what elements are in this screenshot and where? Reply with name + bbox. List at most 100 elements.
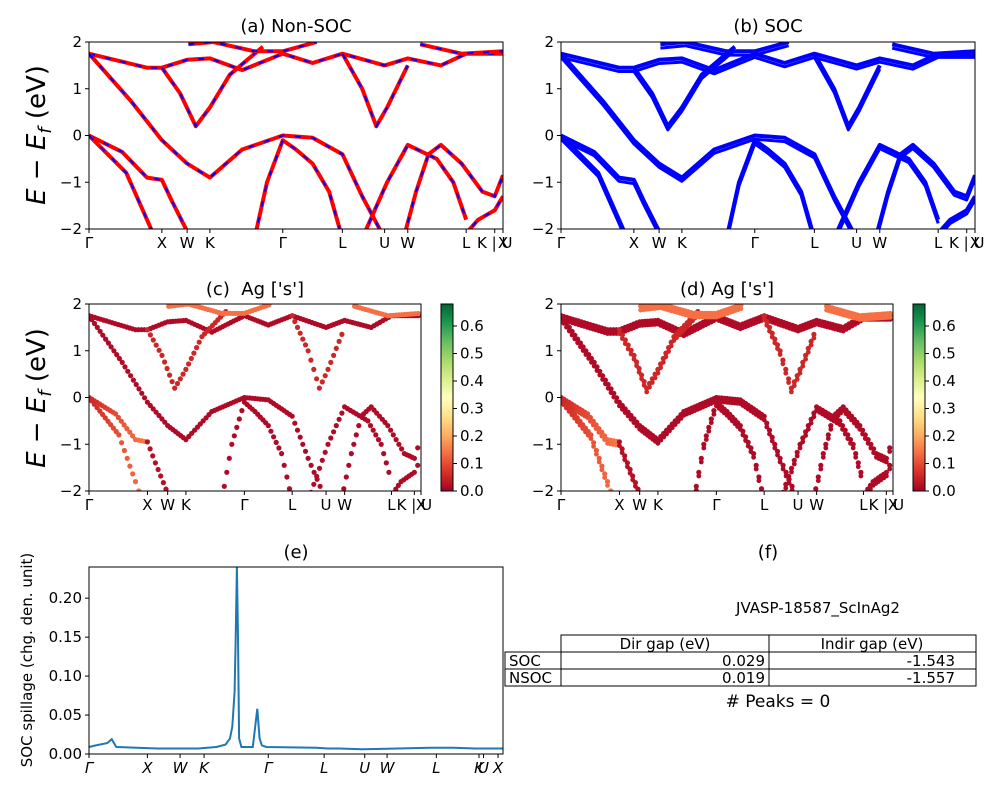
band-point (887, 445, 893, 451)
band-point (805, 345, 811, 351)
ytick-label: 2 (72, 295, 82, 313)
band-point (596, 459, 602, 465)
band-point (789, 483, 795, 489)
band-point (780, 357, 786, 363)
panel-b-bands (561, 42, 975, 229)
band-point (887, 314, 893, 320)
band-point (163, 486, 169, 491)
colorbar-tick-label: 0.5 (460, 345, 484, 363)
band-point (797, 366, 803, 372)
band-point (853, 451, 859, 457)
xtick-label: Γ (85, 496, 94, 514)
xtick-label: X (498, 234, 508, 252)
band-point (847, 437, 854, 443)
band-point (124, 455, 130, 461)
panel-a-bands (89, 42, 503, 229)
band-point (611, 390, 617, 396)
table-caption: JVASP-18587_ScInAg2 (735, 599, 900, 618)
xtick-label: K | U (397, 496, 432, 514)
band-point (586, 352, 592, 358)
band-point (119, 359, 125, 365)
band-point (177, 376, 183, 382)
band-point (234, 424, 240, 430)
band-point (887, 466, 893, 472)
band-line-soc (660, 42, 790, 54)
band-point (605, 381, 611, 388)
xtick-label: X (157, 234, 167, 252)
band-point (89, 313, 92, 319)
band-line-nsoc-dashed (89, 134, 188, 229)
band-point (158, 473, 164, 479)
ytick-label: 0.00 (49, 745, 82, 763)
band-point (661, 434, 667, 440)
band-point (378, 441, 384, 447)
ytick-label: −1 (60, 435, 82, 453)
band-point (325, 366, 331, 372)
ytick-label: −2 (532, 220, 554, 238)
band-point (660, 359, 666, 365)
band-point (605, 483, 610, 488)
band-point (395, 482, 401, 488)
band-point (302, 342, 309, 348)
band-point (672, 422, 678, 427)
band-point (415, 445, 421, 451)
band-point (108, 344, 114, 350)
band-point (136, 488, 142, 491)
band-point (794, 453, 800, 459)
band-point (647, 384, 652, 390)
band-line-soc-split (561, 137, 658, 229)
panel-b-yticks: 2 1 0 −1 −2 (532, 33, 561, 238)
ytick-label: 1 (544, 80, 554, 98)
band-point (150, 453, 156, 459)
band-point (183, 366, 189, 372)
band-point (602, 377, 609, 383)
band-point (191, 350, 197, 356)
band-point (383, 460, 389, 466)
ytick-label: 0 (72, 389, 82, 407)
band-point (780, 466, 786, 472)
band-point (630, 473, 636, 479)
band-point (616, 439, 623, 445)
band-point (740, 428, 746, 434)
band-point (599, 467, 605, 473)
band-point (858, 469, 864, 475)
band-point (800, 363, 806, 369)
band-point (566, 324, 572, 330)
panel-e: (e) 0.200.150.100.050.00 Γ X W K Γ L U W L KU X SO… (18, 542, 504, 777)
band-point (636, 365, 642, 372)
band-point (774, 342, 781, 348)
band-point (815, 474, 821, 480)
band-point (748, 445, 754, 451)
band-point (583, 348, 589, 354)
band-point (696, 469, 702, 475)
band-point (678, 416, 684, 421)
band-point (381, 451, 387, 457)
band-point (331, 429, 337, 435)
colorbar-tick-label: 0.0 (460, 482, 484, 500)
band-point (783, 366, 789, 372)
band-point (698, 459, 704, 465)
band-point (289, 313, 295, 319)
band-point (625, 342, 631, 348)
xtick-label: W (180, 234, 195, 252)
band-point (871, 446, 877, 452)
band-point (860, 427, 866, 433)
xtick-label: X (629, 234, 639, 252)
band-point (94, 324, 100, 330)
band-point (658, 437, 664, 443)
ytick-label: −2 (60, 482, 82, 500)
band-point (649, 380, 655, 385)
band-line-soc-split (660, 44, 790, 57)
band-point (635, 486, 641, 491)
ytick-label: 2 (544, 33, 554, 51)
band-point (600, 373, 606, 379)
xtick-label: U (321, 496, 332, 514)
band-point (753, 462, 759, 468)
band-point (336, 416, 342, 422)
band-point (356, 423, 362, 429)
band-point (608, 488, 614, 491)
band-line-soc-split (727, 142, 813, 229)
panel-d-colorbar (912, 303, 926, 492)
xtick-label: X (888, 496, 898, 514)
band-point (783, 469, 789, 475)
